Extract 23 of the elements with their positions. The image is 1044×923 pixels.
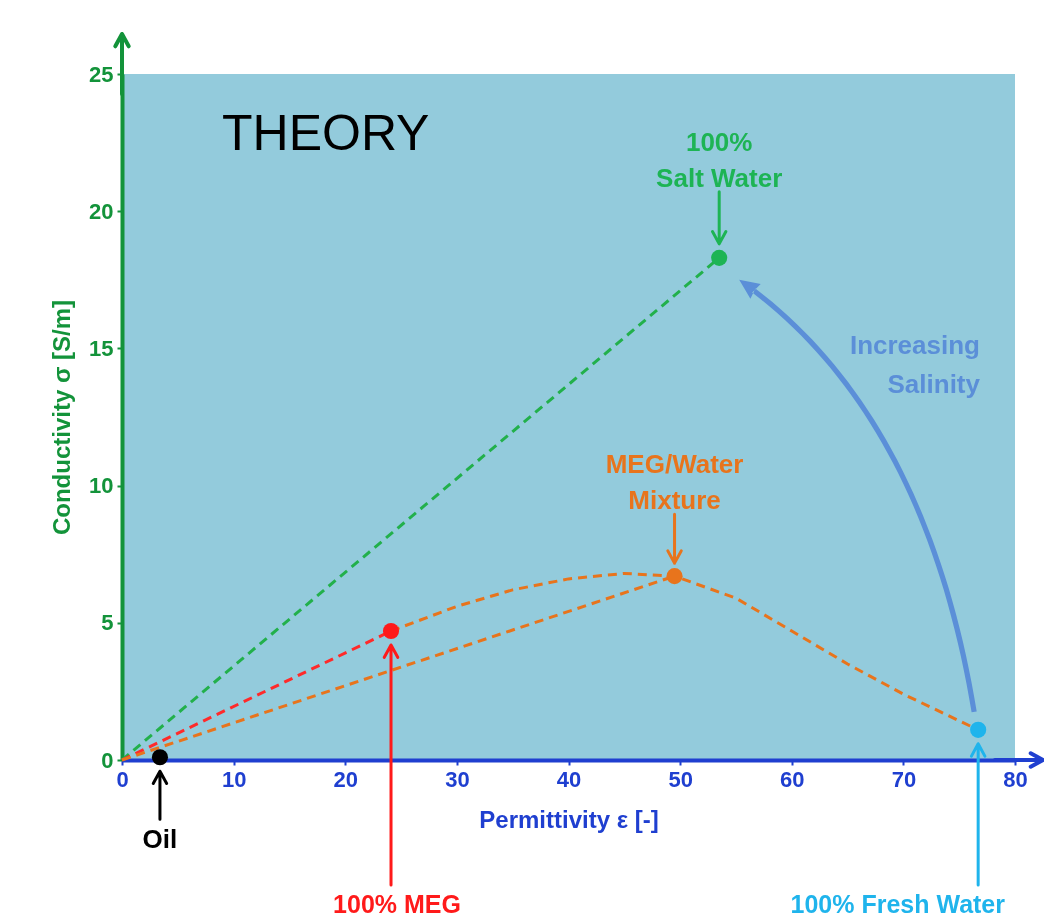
y-tick-label: 10: [89, 473, 114, 499]
x-tick-label: 50: [668, 766, 693, 792]
y-tick-label: 0: [101, 747, 114, 773]
y-tick-label: 25: [89, 61, 114, 87]
y-tick-label: 20: [89, 198, 114, 224]
annotation: 100% Salt Water: [656, 126, 783, 193]
y-axis-title: Conductivity σ [S/m]: [48, 299, 76, 536]
annotation: Oil: [142, 824, 178, 855]
y-tick-label: 5: [101, 610, 114, 636]
x-tick-label: 60: [780, 766, 805, 792]
text: 100% Fresh Water: [790, 890, 1006, 918]
x-tick-label: 20: [333, 766, 358, 792]
x-tick-label: 80: [1003, 766, 1028, 792]
x-tick-label: 30: [445, 766, 470, 792]
x-tick-label: 70: [891, 766, 917, 792]
y-tick-label: 15: [89, 335, 114, 361]
annotation: THEORY: [222, 105, 430, 161]
x-tick-label: 40: [556, 766, 582, 792]
x-axis-title: Permittivity ε [-]: [479, 805, 659, 833]
x-tick-label: 10: [221, 766, 247, 792]
text: 100% MEG: [333, 890, 461, 918]
annotation: Increasing Salinity: [849, 330, 981, 399]
annotation: MEG/Water Mixture: [605, 449, 744, 516]
